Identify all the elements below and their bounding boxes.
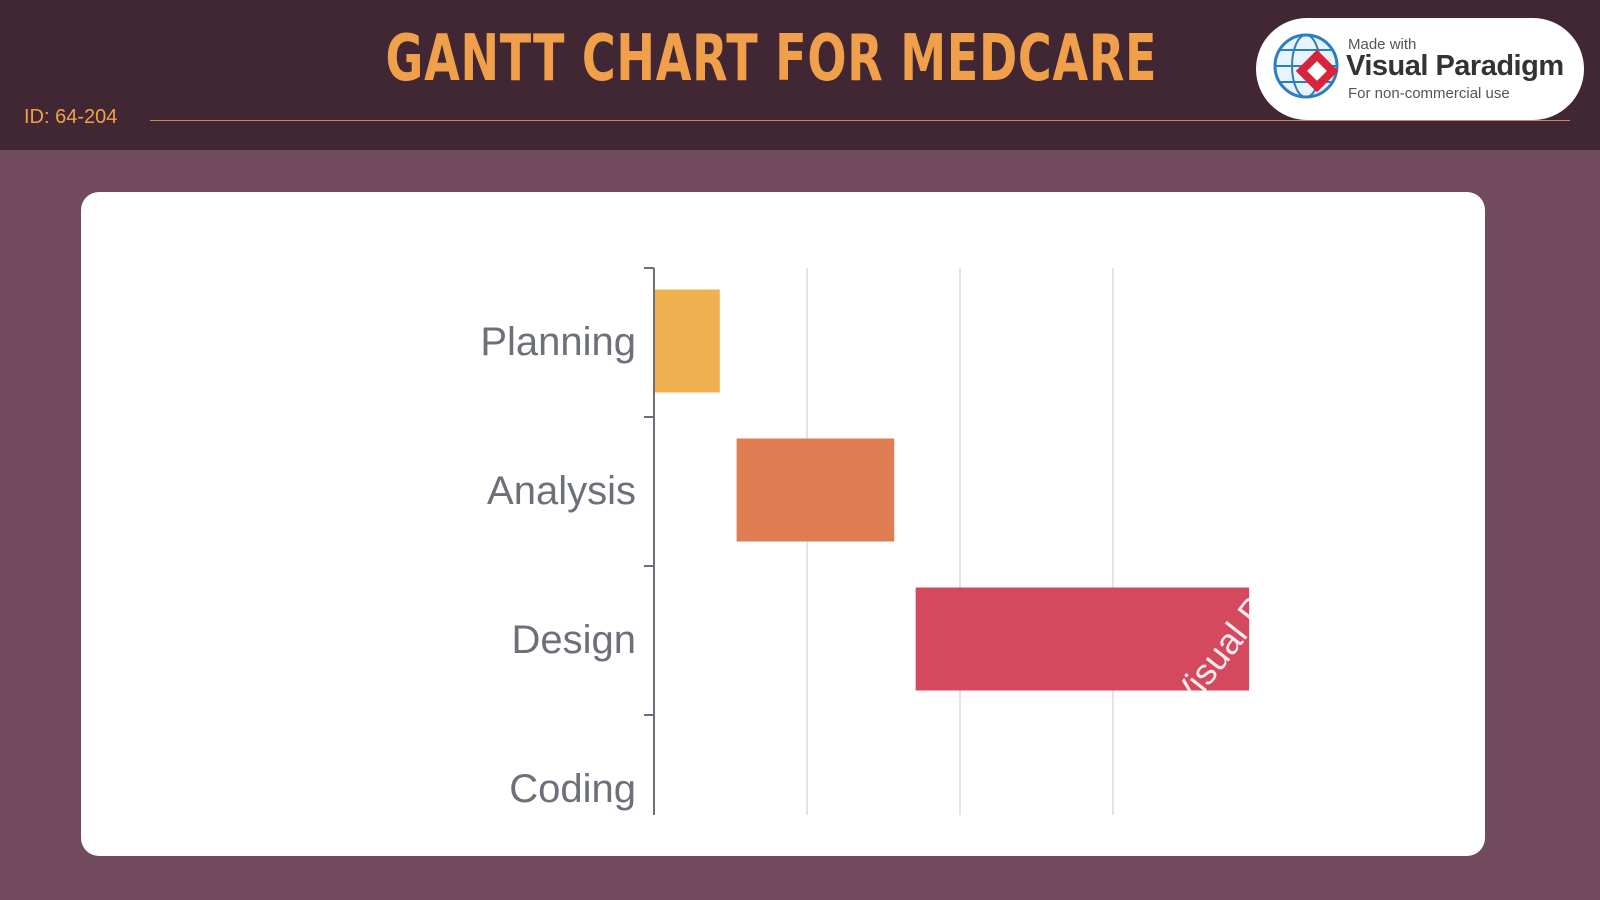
globe-logo-icon	[1273, 33, 1339, 99]
chart-card: Planning Analysis Design Coding Visual Para…	[81, 192, 1485, 856]
category-label-coding: Coding	[509, 767, 636, 811]
header: GANTT CHART FOR MEDCARE ID: 64-204 Made …	[0, 0, 1600, 150]
page-title: GANTT CHART FOR MEDCARE	[385, 22, 1158, 96]
diagram-id: ID: 64-204	[24, 106, 118, 128]
task-bar-design	[915, 587, 1250, 691]
task-bar-planning	[654, 289, 720, 393]
badge-note: For non-commercial use	[1348, 85, 1510, 102]
header-divider	[150, 120, 1570, 121]
category-label-analysis: Analysis	[487, 469, 636, 513]
category-label-planning: Planning	[480, 320, 636, 364]
visual-paradigm-badge[interactable]: Made with Visual Paradigm For non-commer…	[1256, 18, 1584, 120]
y-axis	[644, 267, 655, 815]
task-bar-analysis	[736, 438, 895, 542]
task-bars	[654, 289, 1250, 691]
category-label-design: Design	[511, 618, 636, 662]
category-labels: Planning Analysis Design Coding	[480, 320, 636, 811]
badge-brand: Visual Paradigm	[1346, 50, 1564, 82]
badge-made-with: Made with	[1348, 36, 1417, 53]
